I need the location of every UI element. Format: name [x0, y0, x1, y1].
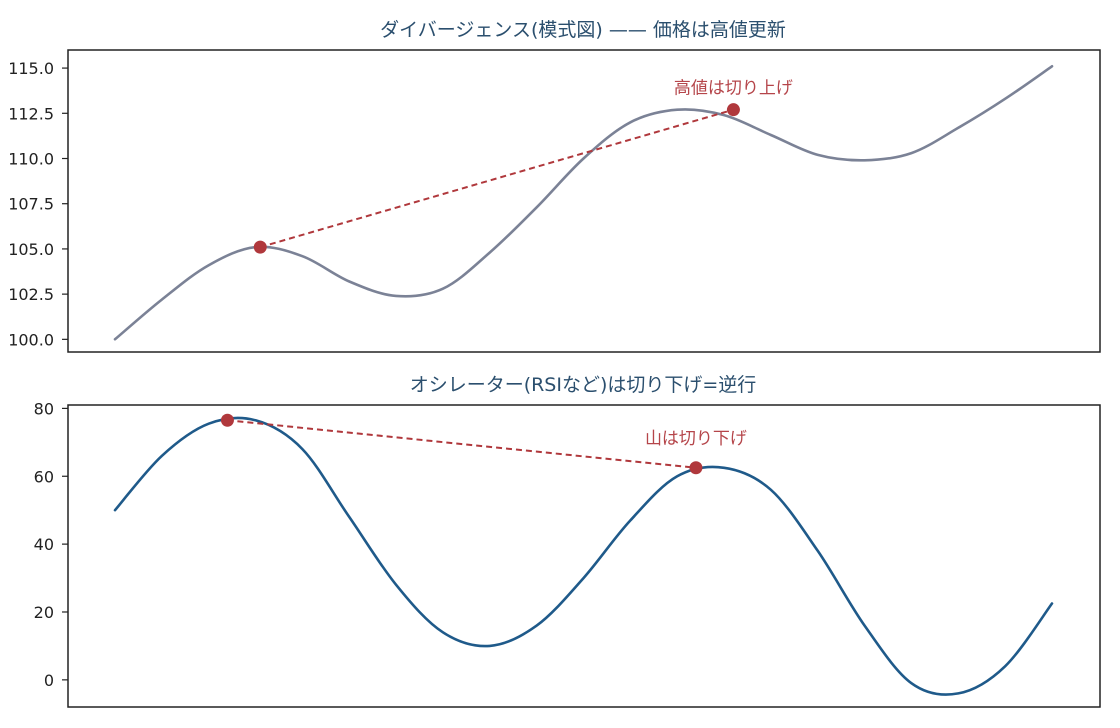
price-annotation: 高値は切り上げ: [674, 78, 793, 98]
price-highlight-point: [726, 103, 740, 117]
y-tick-label: 102.5: [8, 285, 54, 304]
y-tick-label: 115.0: [8, 59, 54, 78]
y-tick-label: 20: [34, 603, 54, 622]
oscillator-chart-title: オシレーター(RSIなど)は切り下げ=逆行: [410, 374, 757, 396]
y-tick-label: 107.5: [8, 195, 54, 214]
price-trend-line: [259, 108, 734, 249]
y-tick-label: 40: [34, 535, 54, 554]
y-tick-label: 112.5: [8, 104, 54, 123]
price-y-axis: 100.0 102.5 105.0 107.5 110.0 112.5 115.0: [8, 59, 68, 349]
y-tick-label: 110.0: [8, 150, 54, 169]
y-tick-label: 105.0: [8, 240, 54, 259]
oscillator-highlight-point: [689, 461, 703, 475]
price-series-line: [113, 65, 1054, 341]
y-tick-label: 0: [44, 671, 54, 690]
oscillator-annotation: 山は切り下げ: [645, 429, 747, 449]
price-chart-title: ダイバージェンス(模式図) —— 価格は高値更新: [380, 19, 786, 41]
oscillator-highlight-point: [220, 413, 234, 427]
oscillator-plot-frame: [67, 404, 1101, 708]
oscillator-panel: オシレーター(RSIなど)は切り下げ=逆行 0 20 40 60 80 山は切り下げ: [34, 374, 1101, 708]
oscillator-series-line: [113, 416, 1054, 696]
y-tick-label: 60: [34, 467, 54, 486]
oscillator-y-axis: 0 20 40 60 80: [34, 399, 68, 690]
oscillator-plot-area: [113, 413, 1054, 696]
y-tick-label: 100.0: [8, 330, 54, 349]
price-plot-frame: [67, 49, 1101, 353]
y-tick-label: 80: [34, 399, 54, 418]
price-panel: ダイバージェンス(模式図) —— 価格は高値更新 100.0 102.5 105.0…: [8, 19, 1101, 353]
oscillator-trend-line: [227, 419, 697, 469]
price-plot-area: [113, 65, 1054, 341]
price-highlight-point: [253, 240, 267, 254]
